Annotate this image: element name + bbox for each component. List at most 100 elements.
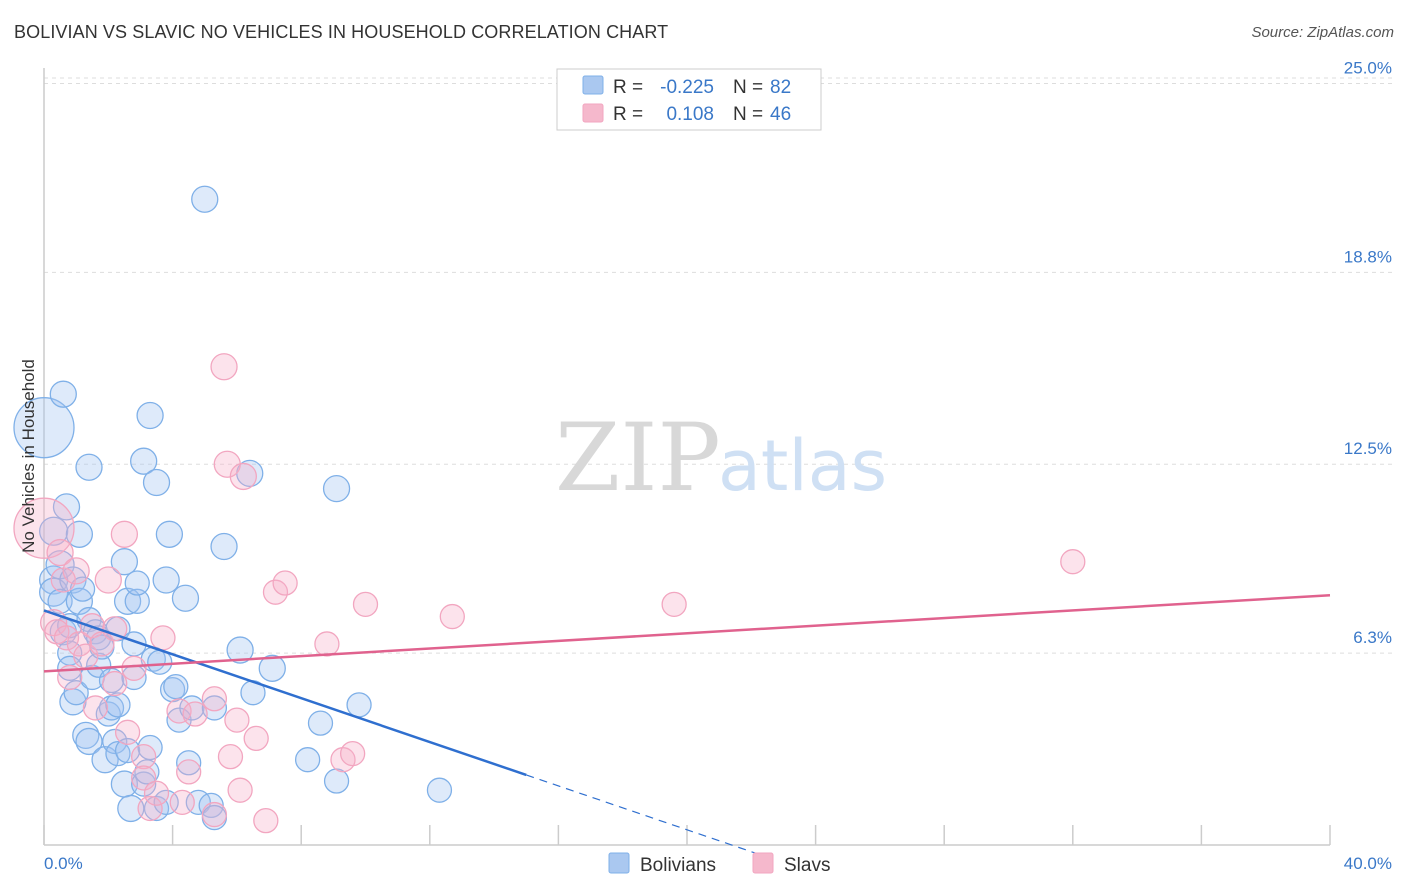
watermark-zip: ZIP xyxy=(555,404,721,513)
slavs-point xyxy=(201,801,228,828)
slavs-point xyxy=(352,591,379,618)
slavs-point xyxy=(166,698,192,724)
x-tick-label-max: 40.0% xyxy=(1344,854,1392,873)
bolivians-point xyxy=(117,794,145,823)
slavs-point xyxy=(182,701,208,727)
chart-title: BOLIVIAN VS SLAVIC NO VEHICLES IN HOUSEH… xyxy=(14,22,669,42)
slavs-point xyxy=(137,795,163,822)
slavs-point xyxy=(110,520,139,548)
legend-swatch-slavs xyxy=(582,103,604,123)
bolivians-point xyxy=(142,468,171,497)
slavs-point xyxy=(253,807,279,834)
slavs-point xyxy=(661,591,687,618)
bolivians-point xyxy=(294,747,321,773)
bolivians-point xyxy=(114,737,141,764)
slavs-point xyxy=(314,631,340,657)
y-axis-label: No Vehicles in Household xyxy=(19,359,38,553)
legend-r-value-bolivians: -0.225 xyxy=(660,77,714,98)
slavs-point xyxy=(176,759,202,785)
slavs-point xyxy=(82,695,109,721)
bolivians-point xyxy=(155,520,184,548)
source-label: Source: ZipAtlas.com xyxy=(1251,24,1394,41)
bolivians-point xyxy=(176,750,202,776)
y-tick-label: 18.8% xyxy=(1344,247,1392,266)
bolivians-point xyxy=(152,566,180,594)
legend-r-value-slavs: 0.108 xyxy=(666,104,714,125)
bolivians-point xyxy=(65,520,94,548)
slavs-point xyxy=(121,655,147,681)
slavs-point xyxy=(114,719,141,745)
bolivians-point xyxy=(63,680,89,706)
y-tick-label: 6.3% xyxy=(1353,628,1392,647)
bolivians-point xyxy=(258,654,286,682)
bolivians-point xyxy=(47,588,73,614)
legend-r-label-slavs: R = xyxy=(613,104,643,125)
bolivians-point xyxy=(426,777,453,803)
slavs-point xyxy=(46,538,74,567)
slavs-point xyxy=(102,616,128,642)
slavs-point xyxy=(169,789,195,816)
bolivians-trend-line xyxy=(43,609,527,777)
legend-n-label-bolivians: N = xyxy=(733,77,763,98)
watermark: ZIP atlas xyxy=(555,404,887,513)
slavs-point xyxy=(272,570,298,596)
legend: R = -0.225 N = 82 R = 0.108 N = 46 xyxy=(556,68,822,131)
x-tick-marks xyxy=(43,825,1331,845)
slavs-point xyxy=(339,740,366,767)
bolivians-point xyxy=(137,734,163,761)
bolivians-point xyxy=(110,548,139,576)
bolivians-point xyxy=(163,673,189,700)
slavs-point xyxy=(66,631,93,657)
y-tick-label: 12.5% xyxy=(1344,439,1392,458)
bolivians-point xyxy=(124,570,150,596)
slavs-trend-line xyxy=(43,593,1331,673)
slavs-point xyxy=(13,497,75,559)
slavs-point xyxy=(224,707,250,733)
bolivians-point xyxy=(75,453,103,481)
bolivians-point xyxy=(210,532,238,561)
legend-r-label-bolivians: R = xyxy=(613,77,643,98)
slavs-point xyxy=(229,462,257,491)
bolivians-point xyxy=(75,727,103,756)
grid-lines xyxy=(44,77,1392,654)
trend-lines xyxy=(43,593,1331,858)
slavs-point xyxy=(143,780,170,806)
bolivians-points xyxy=(13,185,453,831)
bolivians-point xyxy=(159,676,186,703)
bolivians-point xyxy=(49,380,77,408)
bolivians-point xyxy=(38,516,69,546)
bottom-legend-swatch-bolivians xyxy=(608,852,630,874)
legend-n-label-slavs: N = xyxy=(733,104,763,125)
bolivians-point xyxy=(52,493,81,521)
bolivians-point xyxy=(201,695,228,721)
bolivians-point xyxy=(105,740,131,767)
bolivians-point xyxy=(13,397,75,459)
slavs-points xyxy=(13,353,1086,834)
y-tick-labels: 6.3% 12.5% 18.8% 25.0% xyxy=(1344,58,1392,647)
bolivians-point xyxy=(323,768,350,794)
y-tick-label: 25.0% xyxy=(1344,58,1392,77)
watermark-atlas: atlas xyxy=(718,425,887,507)
slavs-point xyxy=(217,744,244,770)
slavs-point xyxy=(1060,549,1086,575)
bolivians-point xyxy=(346,692,372,718)
bottom-legend: Bolivians Slavs xyxy=(608,852,830,876)
bottom-legend-swatch-slavs xyxy=(752,852,774,874)
bolivians-point xyxy=(130,447,158,475)
bolivians-trend-extension xyxy=(526,774,768,858)
bottom-legend-label-bolivians: Bolivians xyxy=(640,855,716,876)
slavs-point xyxy=(150,625,176,651)
legend-swatch-bolivians xyxy=(582,75,604,95)
legend-n-value-bolivians: 82 xyxy=(770,77,791,98)
bolivians-point xyxy=(226,636,254,664)
bottom-legend-label-slavs: Slavs xyxy=(784,855,830,876)
slavs-point xyxy=(227,777,253,803)
slavs-point xyxy=(243,725,269,752)
slavs-point xyxy=(94,566,122,594)
bolivians-point xyxy=(191,185,219,213)
slavs-point xyxy=(201,686,228,712)
slavs-point xyxy=(131,744,157,770)
x-tick-label-min: 0.0% xyxy=(44,854,83,873)
slavs-point xyxy=(210,353,238,381)
